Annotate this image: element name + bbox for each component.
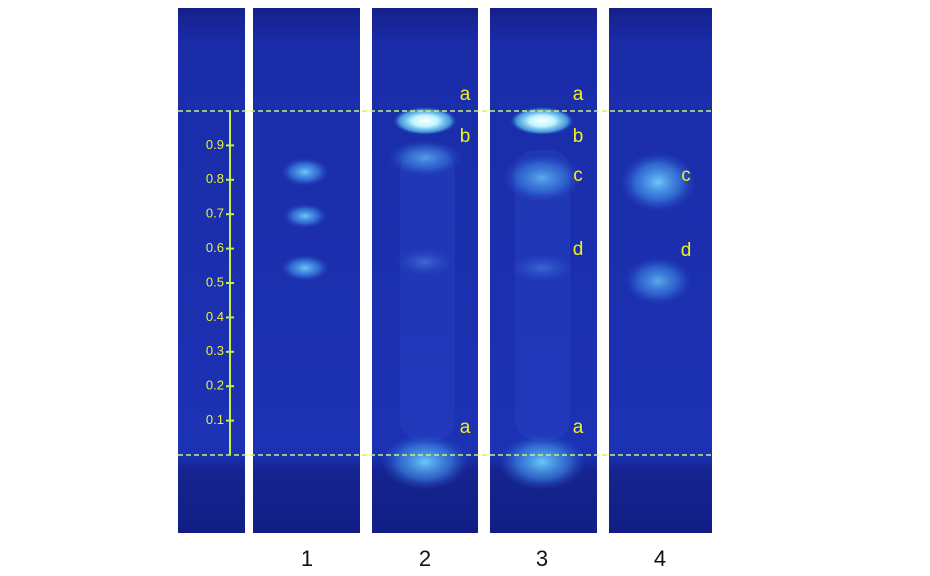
spot xyxy=(381,434,469,490)
spot-label: b xyxy=(460,126,471,147)
lane-label: 1 xyxy=(301,546,313,571)
spot xyxy=(283,204,327,228)
spot xyxy=(502,154,582,202)
lane-label: 2 xyxy=(419,546,431,571)
spot xyxy=(498,434,586,490)
spot xyxy=(510,254,574,282)
spot xyxy=(387,140,463,176)
lane-label: 3 xyxy=(536,546,548,571)
scale-tick-label: 0.2 xyxy=(206,378,224,393)
spot-label: c xyxy=(681,165,691,186)
scale-strip xyxy=(178,8,245,533)
scale-tick-label: 0.4 xyxy=(206,309,224,324)
spot-label: b xyxy=(573,126,584,147)
labels: 0.10.20.30.40.50.60.70.80.91 2aba3abcda4c… xyxy=(206,84,691,571)
spot-label: a xyxy=(573,84,584,105)
smear xyxy=(400,150,455,440)
spot-label: d xyxy=(681,240,692,261)
spot xyxy=(393,107,457,135)
scale-tick-label: 0.1 xyxy=(206,412,224,427)
scale-tick-label: 0.7 xyxy=(206,206,224,221)
scale-tick-label: 0.6 xyxy=(206,240,224,255)
spot xyxy=(281,255,329,281)
spot xyxy=(510,107,574,135)
spot xyxy=(395,248,455,276)
scale-tick-label: 0.9 xyxy=(206,137,224,152)
spot xyxy=(281,158,329,186)
spot-label: d xyxy=(573,239,584,260)
spot-label: a xyxy=(460,84,471,105)
spots xyxy=(281,107,696,490)
scale-tick-label: 0.5 xyxy=(206,274,224,289)
scale-tick-label: 0.3 xyxy=(206,343,224,358)
spot xyxy=(624,257,692,305)
spot-label: a xyxy=(573,417,584,438)
scale-tick-label: 0.8 xyxy=(206,171,224,186)
spot-label: c xyxy=(573,165,583,186)
spot xyxy=(620,152,696,212)
smear xyxy=(515,150,570,440)
spot-label: a xyxy=(460,417,471,438)
lane-label: 4 xyxy=(654,546,666,571)
